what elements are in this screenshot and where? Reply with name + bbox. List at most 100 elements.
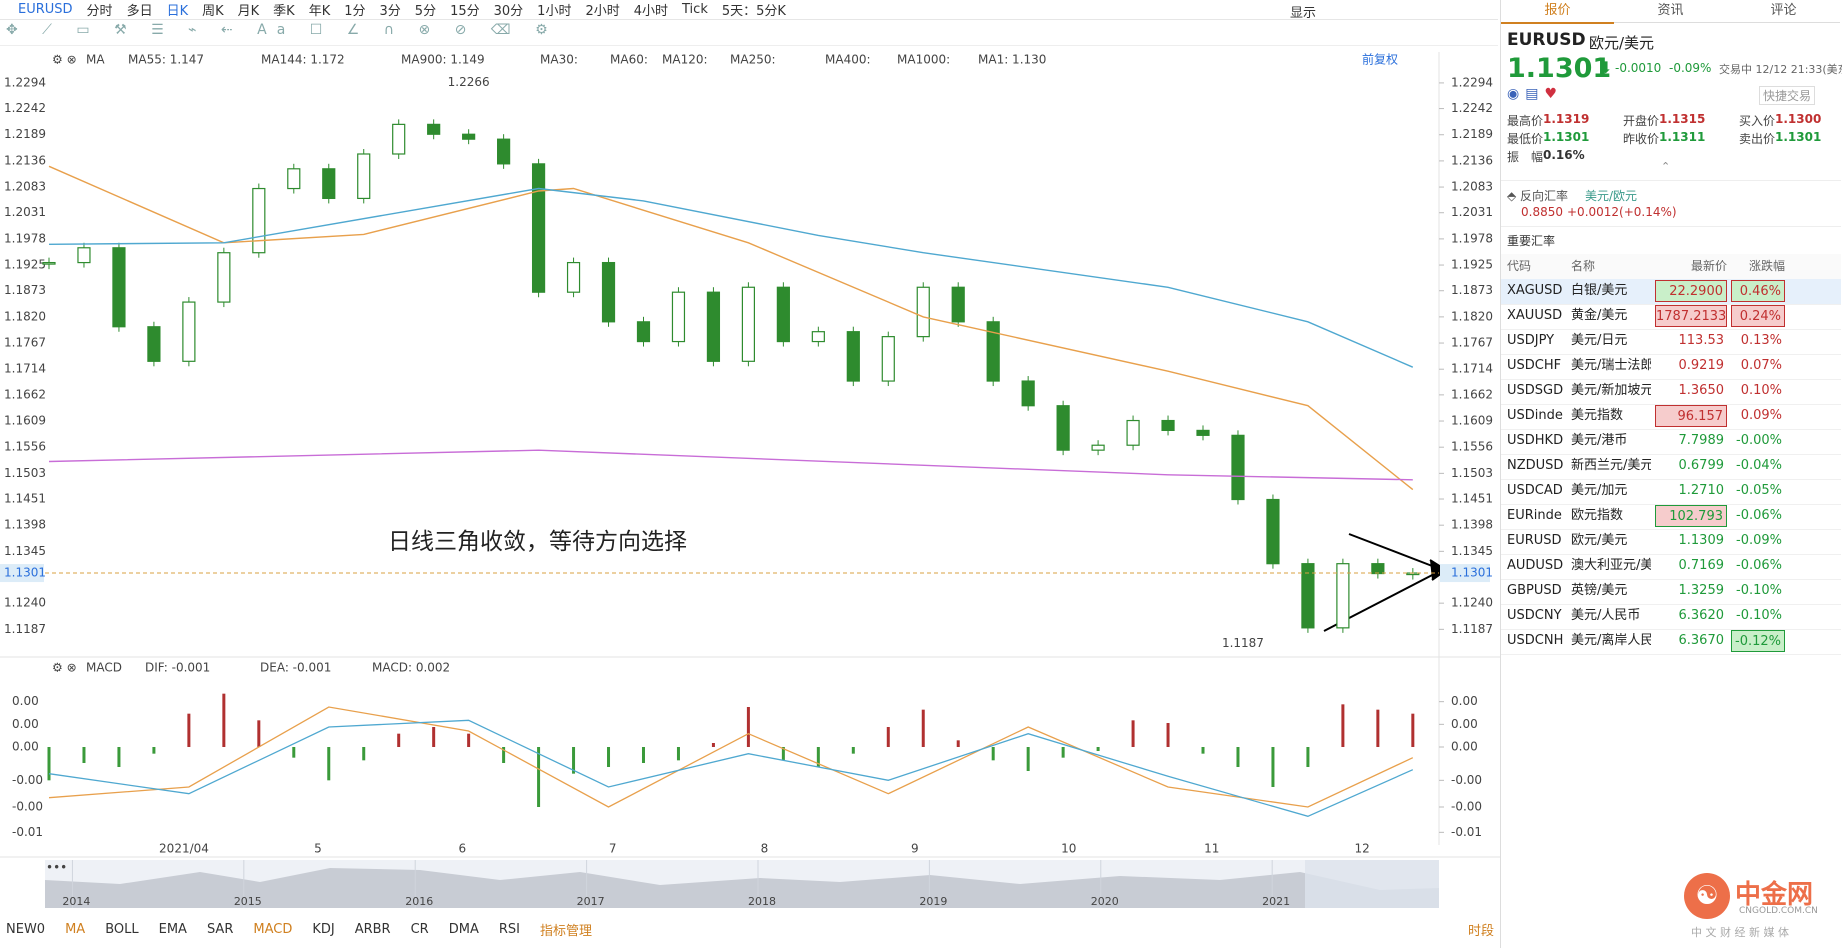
rate-row[interactable]: NZDUSD 新西兰元/美元 0.6799 -0.04% [1501,454,1841,480]
period-button[interactable]: 季K [273,4,295,19]
rate-row[interactable]: USDinde 美元指数 96.157 0.09% [1501,404,1841,430]
period-button[interactable]: 日K [166,4,189,19]
rate-row[interactable]: USDCHF 美元/瑞士法郎 0.9219 0.07% [1501,354,1841,380]
candle [357,153,371,200]
period-button[interactable]: 1小时 [537,4,572,19]
y-tick-label: 1.1873 [1451,283,1493,297]
macd-bar [537,747,541,807]
rate-name: 美元/人民币 [1571,608,1641,623]
y-tick-label: 1.2083 [4,180,46,194]
rate-row[interactable]: XAUUSD 黄金/美元 1787.2133 0.24% [1501,304,1841,330]
indicator-tab[interactable]: NEW0 [6,921,46,937]
quote-icons[interactable]: ◉▤♥ [1507,86,1564,102]
stat-value: 0.16% [1543,148,1585,162]
display-menu[interactable]: 显示 [1290,6,1317,21]
indicator-tab[interactable]: RSI [498,921,520,937]
rate-row[interactable]: AUDUSD 澳大利亚元/美元 0.7169 -0.06% [1501,554,1841,580]
period-button[interactable]: 30分 [493,4,524,19]
stat-label: 卖出价 [1739,132,1776,146]
watermark-slogan: 中 文 财 经 新 媒 体 [1691,926,1789,939]
indicator-tab[interactable]: EMA [158,921,187,937]
period-button[interactable]: Tick [682,2,708,17]
legend-entry: MA55: 1.147 [128,53,204,67]
navigator-window[interactable] [1305,860,1439,908]
panel-tab[interactable]: 资讯 [1614,0,1727,23]
period-button[interactable]: 1分 [344,4,366,19]
rate-row[interactable]: USDCNY 美元/人民币 6.3620 -0.10% [1501,604,1841,630]
adjust-mode[interactable]: 前复权 [1362,52,1398,67]
rate-price: 102.793 [1655,505,1727,527]
period-button[interactable]: 5分 [414,4,437,19]
rate-row[interactable]: USDJPY 美元/日元 113.53 0.13% [1501,329,1841,355]
period-button[interactable]: 2小时 [585,4,620,19]
rate-name: 澳大利亚元/美元 [1571,558,1651,573]
symbol[interactable]: EURUSD [18,2,73,17]
macd-bar [676,747,680,761]
indicator-tab[interactable]: KDJ [312,921,335,937]
extreme-label: 1.1187 [1222,636,1264,650]
y-tick-label: 1.1925 [1451,258,1493,272]
y-tick-label: 1.1873 [4,283,46,297]
rate-row[interactable]: USDHKD 美元/港币 7.7989 -0.00% [1501,429,1841,455]
indicator-tab[interactable]: MA [65,921,86,937]
navigator-year: 2018 [748,895,776,908]
indicator-tab[interactable]: CR [410,921,429,937]
period-button[interactable]: 年K [308,4,331,19]
candle [601,261,616,323]
period-button[interactable]: 月K [237,4,260,19]
rate-row[interactable]: USDCAD 美元/加元 1.2710 -0.05% [1501,479,1841,505]
stat-label: 昨收价 [1623,132,1660,146]
x-tick-label: 8 [761,842,769,856]
indicator-name[interactable]: MACD [86,661,122,675]
navigator-year: 2016 [405,895,433,908]
quick-trade[interactable]: 快捷交易 [1759,86,1816,105]
candle [951,286,965,323]
period-button[interactable]: 周K [202,4,224,19]
period-button[interactable]: 分时 [86,4,113,19]
rate-price: 7.7989 [1678,433,1725,448]
rate-name: 美元/瑞士法郎 [1571,358,1651,373]
separator [1501,226,1841,227]
y-tick-label: 1.1240 [4,596,46,610]
rate-name: 美元/港币 [1571,433,1628,448]
period-button[interactable]: 多日 [126,4,153,19]
collapse-icon[interactable]: ⌃ [1661,160,1671,173]
y-tick-label: 0.00 [12,717,39,731]
period-button[interactable]: 15分 [450,4,480,19]
panel-tab[interactable]: 报价 [1501,0,1614,24]
rate-name: 美元/离岸人民币 [1571,633,1651,648]
period-button[interactable]: 3分 [379,4,401,19]
period-button[interactable]: 4小时 [633,4,669,19]
rate-row[interactable]: GBPUSD 英镑/美元 1.3259 -0.10% [1501,579,1841,605]
rate-row[interactable]: EURinde 欧元指数 102.793 -0.06% [1501,504,1841,530]
header-cell: 名称 [1571,259,1596,273]
period-toolbar: EURUSD 分时 多日 日K 周K 月K 季K 年K 1分 3分 5分 15分 30分 1小时 2小时 4… [0,0,1498,20]
period-button[interactable]: 5天：5分K [721,4,786,19]
rate-row[interactable]: XAGUSD 白银/美元 22.2900 0.46% [1501,279,1841,305]
legend-entry: MA120: [662,53,708,67]
navigator-handle[interactable]: ••• [46,861,67,875]
settings-icon[interactable]: ⚙ ⊗ [52,53,77,67]
indicator-tab[interactable]: DMA [448,921,479,937]
indicator-tab[interactable]: SAR [206,921,234,937]
indicator-tab[interactable]: BOLL [105,921,139,937]
indicator-name[interactable]: MA [86,53,105,67]
stat-label: 最低价 [1507,132,1544,146]
indicator-tab[interactable]: MACD [253,921,293,937]
indicator-manage[interactable]: 指标管理 [539,923,592,939]
indicator-tab[interactable]: ARBR [354,921,391,937]
navigator-year: 2021 [1262,895,1290,908]
rate-row[interactable]: EURUSD 欧元/美元 1.1309 -0.09% [1501,529,1841,555]
macd-bar [711,743,715,747]
rate-row[interactable]: USDCNH 美元/离岸人民币 6.3670 -0.12% [1501,629,1841,655]
session-button[interactable]: 时段 [1468,924,1495,939]
ma-line [48,165,1414,491]
rate-row[interactable]: USDSGD 美元/新加坡元 1.3650 0.10% [1501,379,1841,405]
panel-tab[interactable]: 评论 [1727,0,1840,23]
legend-entry: MA60: [610,53,648,67]
settings-icon[interactable]: ⚙ ⊗ [52,661,77,675]
legend-entry: MA1: 1.130 [978,53,1046,67]
macd-bar [781,747,785,761]
candle [112,247,126,328]
macd-bar [991,747,995,761]
